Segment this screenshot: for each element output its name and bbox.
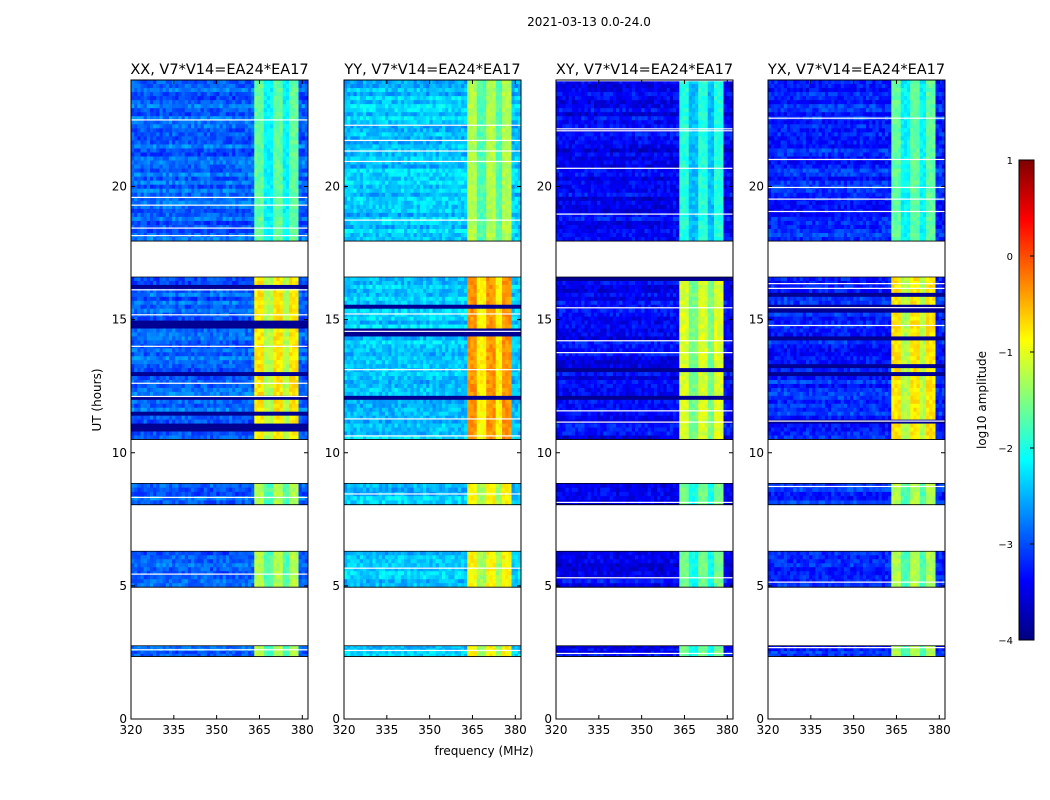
y-tick-label: 15	[749, 313, 764, 327]
heatmap-image	[344, 80, 521, 657]
y-tick-label: 0	[756, 712, 764, 726]
colorbar-tick-label: −3	[998, 540, 1013, 551]
y-tick-label: 5	[756, 579, 764, 593]
y-tick-label: 5	[332, 579, 340, 593]
y-tick-label: 10	[749, 446, 764, 460]
y-tick-label: 10	[325, 446, 340, 460]
x-tick-label: 380	[716, 723, 739, 737]
heatmap-image	[768, 80, 945, 657]
colorbar-tick-label: −1	[998, 348, 1013, 359]
x-tick-label: 380	[291, 723, 314, 737]
x-tick-label: 320	[120, 723, 143, 737]
x-tick-label: 380	[504, 723, 527, 737]
y-tick-label: 0	[544, 712, 552, 726]
y-tick-label: 0	[119, 712, 127, 726]
x-tick-label: 335	[587, 723, 610, 737]
y-tick-label: 20	[112, 180, 127, 194]
panels: XX, V7*V14=EA24*EA17 320 335 350 365 380 0 5 10 1…	[112, 62, 951, 737]
panel-title: XX, V7*V14=EA24*EA17	[130, 62, 308, 78]
colorbar: 1 0 −1 −2 −3 −4 log10 amplitude	[975, 156, 1035, 647]
panel-1: XX, V7*V14=EA24*EA17 320 335 350 365 380 0 5 10 1…	[112, 62, 314, 737]
panel-title: YY, V7*V14=EA24*EA17	[343, 62, 520, 78]
x-tick-label: 365	[885, 723, 908, 737]
y-tick-label: 10	[537, 446, 552, 460]
x-axis-label: frequency (MHz)	[434, 744, 533, 758]
x-tick-label: 335	[375, 723, 398, 737]
x-tick-label: 380	[928, 723, 951, 737]
x-tick-label: 350	[630, 723, 653, 737]
plot-frame	[767, 79, 946, 720]
x-tick-label: 320	[757, 723, 780, 737]
heatmap-image	[556, 80, 733, 657]
x-tick-label: 350	[842, 723, 865, 737]
colorbar-tick-label: −4	[998, 636, 1013, 647]
x-tick-label: 350	[205, 723, 228, 737]
y-tick-label: 20	[325, 180, 340, 194]
y-tick-label: 20	[537, 180, 552, 194]
y-tick-label: 5	[119, 579, 127, 593]
panel-2: YY, V7*V14=EA24*EA17 320 335 350 365 380 0 5 10 1…	[325, 62, 527, 737]
y-axis-label: UT (hours)	[90, 368, 104, 431]
y-tick-label: 15	[112, 313, 127, 327]
colorbar-tick-label: −2	[998, 444, 1013, 455]
y-tick-label: 5	[544, 579, 552, 593]
x-tick-label: 365	[673, 723, 696, 737]
x-tick-label: 320	[333, 723, 356, 737]
x-tick-label: 365	[248, 723, 271, 737]
colorbar-label: log10 amplitude	[975, 351, 989, 449]
panel-4: YX, V7*V14=EA24*EA17 320 335 350 365 380 0 5 10 1…	[749, 62, 951, 737]
y-tick-label: 10	[112, 446, 127, 460]
colorbar-tick-label: 0	[1007, 252, 1013, 263]
panel-3: XY, V7*V14=EA24*EA17 320 335 350 365 380 0 5 10 1…	[537, 62, 739, 737]
colorbar-ticks: 1 0 −1 −2 −3 −4	[998, 156, 1034, 647]
figure-suptitle: 2021-03-13 0.0-24.0	[527, 15, 651, 29]
plot-frame	[343, 79, 522, 720]
x-tick-label: 335	[162, 723, 185, 737]
y-tick-label: 0	[332, 712, 340, 726]
plot-frame	[130, 79, 309, 720]
y-tick-label: 15	[537, 313, 552, 327]
x-tick-label: 320	[545, 723, 568, 737]
colorbar-scale	[1018, 159, 1035, 641]
y-tick-label: 20	[749, 180, 764, 194]
colorbar-tick-label: 1	[1007, 156, 1013, 167]
x-tick-label: 350	[418, 723, 441, 737]
heatmap-image	[131, 80, 308, 657]
panel-title: XY, V7*V14=EA24*EA17	[556, 62, 733, 78]
panel-title: YX, V7*V14=EA24*EA17	[767, 62, 945, 78]
x-tick-label: 365	[461, 723, 484, 737]
plot-frame	[555, 79, 734, 720]
x-tick-label: 335	[799, 723, 822, 737]
y-tick-label: 15	[325, 313, 340, 327]
